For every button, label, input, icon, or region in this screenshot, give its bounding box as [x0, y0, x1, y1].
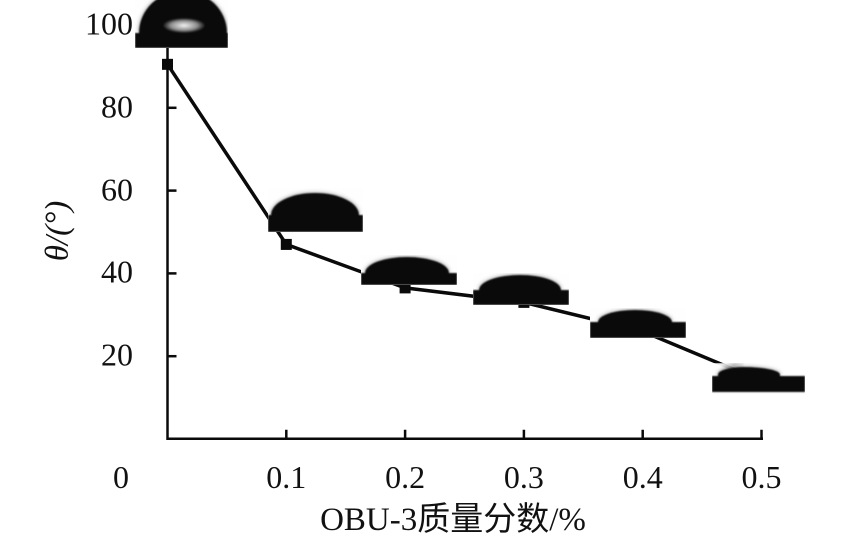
droplet-dome-icon	[271, 193, 359, 215]
droplet-baseline	[361, 273, 457, 285]
droplet-photo-2	[268, 188, 363, 232]
droplet-baseline	[473, 290, 569, 305]
x-tick-label-0.2: 0.2	[385, 459, 426, 495]
data-point-marker	[399, 282, 411, 294]
droplet-photo-4	[473, 273, 569, 305]
droplet-photo-1	[135, 0, 228, 48]
droplet-silhouette	[135, 0, 228, 48]
x-tick-label-0.4: 0.4	[622, 459, 663, 495]
x-tick-label-0.5: 0.5	[741, 459, 782, 495]
data-line	[166, 63, 763, 383]
droplet-baseline	[268, 215, 363, 232]
droplet-highlight	[163, 18, 205, 33]
droplet-photo-6	[712, 363, 805, 394]
y-tick-label-100: 100	[85, 5, 133, 42]
droplet-photo-5	[590, 308, 686, 338]
axes	[166, 20, 763, 440]
x-tick-label-0.1: 0.1	[266, 459, 307, 495]
droplet-silhouette	[712, 363, 805, 394]
y-tick-label-80: 80	[101, 88, 133, 125]
droplet-silhouette	[590, 308, 686, 338]
droplet-dome-icon	[598, 310, 672, 322]
data-point-marker	[280, 238, 292, 250]
x-tick-label-0.3: 0.3	[503, 459, 544, 495]
droplet-dome-icon	[718, 367, 780, 376]
y-axis-title: θ/(°)	[39, 200, 76, 262]
droplet-baseline	[712, 376, 805, 392]
y-tick-label-60: 60	[101, 171, 133, 208]
x-axis-title: OBU-3质量分数/%	[320, 502, 586, 538]
y-tick-label-20: 20	[101, 336, 133, 373]
droplet-baseline	[590, 322, 686, 338]
droplet-baseline	[135, 33, 228, 48]
droplet-dome-icon	[365, 257, 449, 273]
droplet-silhouette	[268, 188, 363, 232]
droplet-silhouette	[361, 255, 457, 285]
y-tick-label-40: 40	[101, 254, 133, 291]
x-tick-label-0: 0	[113, 459, 129, 495]
droplet-silhouette	[473, 273, 569, 305]
droplet-photo-3	[361, 255, 457, 285]
droplet-dome-icon	[479, 275, 561, 290]
data-point-marker	[162, 58, 173, 70]
